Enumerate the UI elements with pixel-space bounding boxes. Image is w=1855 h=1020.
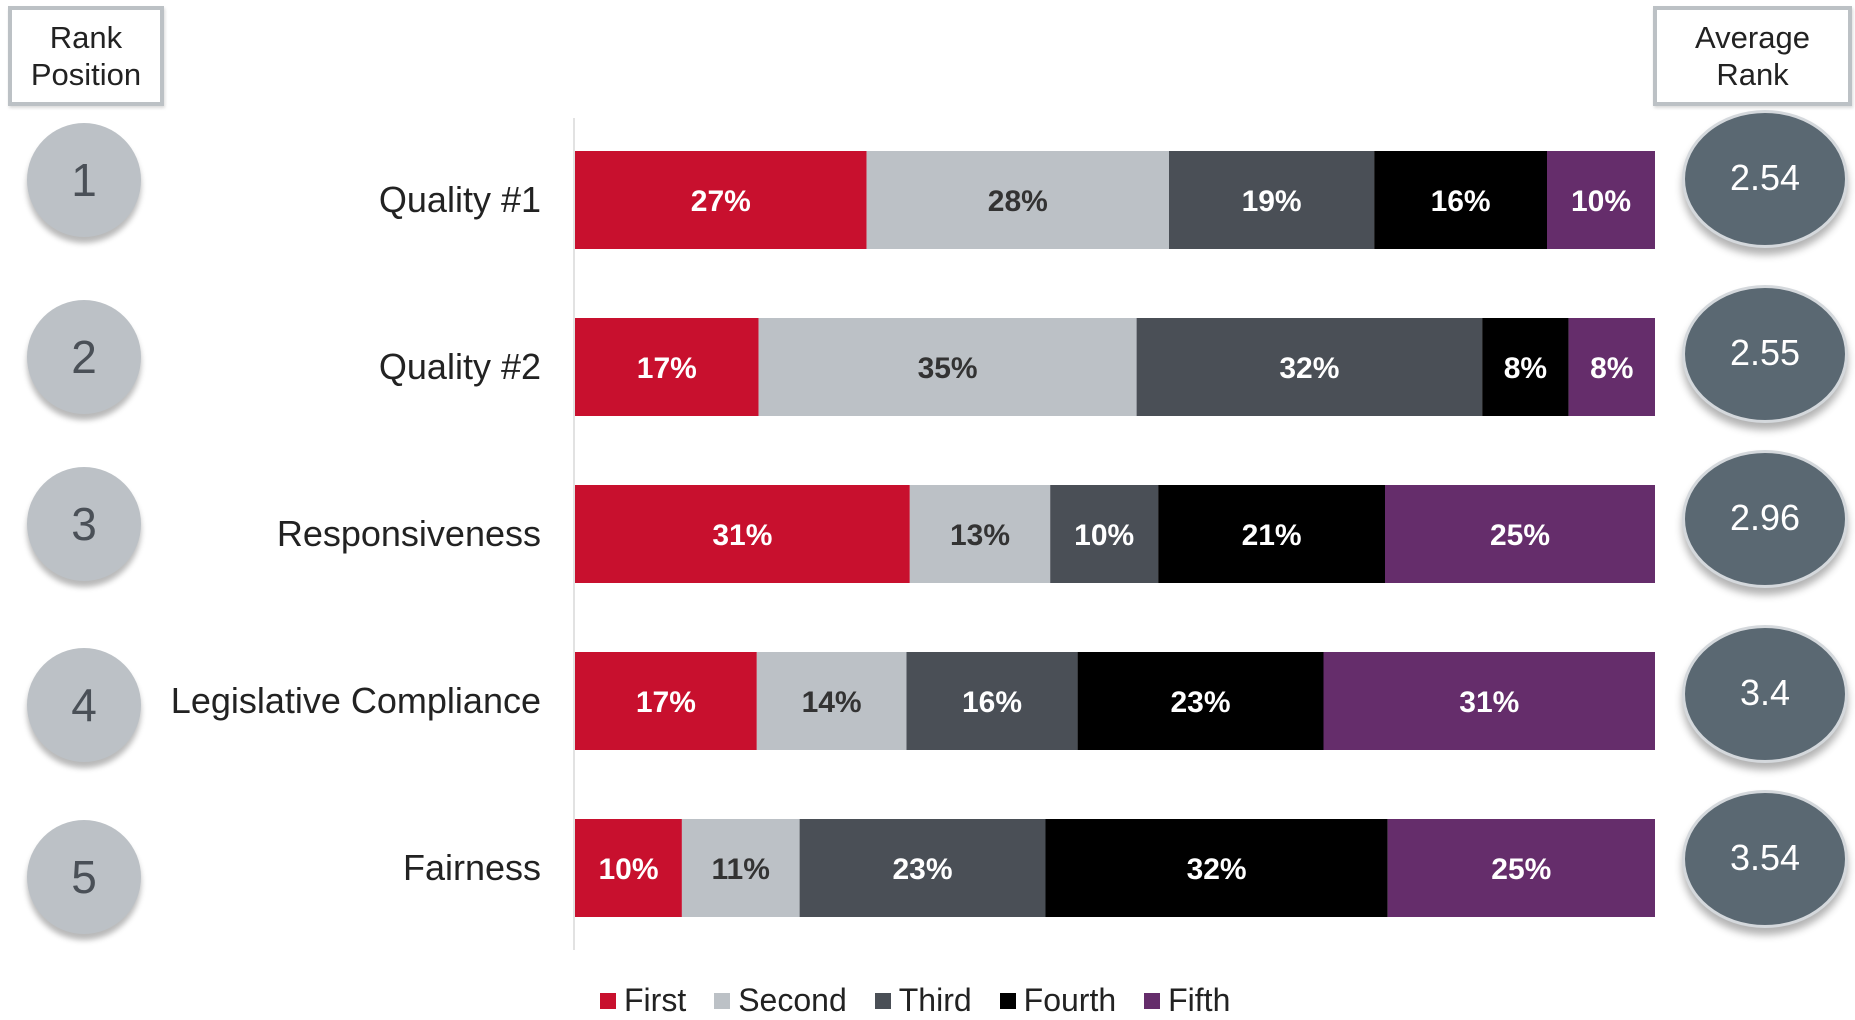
legend-item: First [600,982,686,1019]
bar-data-label: 21% [1242,519,1302,552]
bar-data-label: 23% [1170,686,1230,719]
bar-segment [1323,652,1655,750]
legend-label: First [624,982,687,1018]
bar-segment [866,151,1169,249]
category-label: Quality #1 [378,179,541,220]
rank-circle: 3 [27,467,141,581]
bar-data-label: 25% [1491,853,1551,886]
average-rank-value: 2.55 [1682,285,1848,423]
bar-data-label: 35% [918,352,978,385]
bar-segment [1077,652,1324,750]
bar-segment [1158,485,1385,583]
bar-data-label: 13% [950,519,1010,552]
rank-header-line2: Position [30,57,142,92]
bar-segment [756,652,907,750]
bar-segment [758,318,1137,416]
average-rank-header: Average Rank [1653,6,1852,106]
avg-header-line2: Rank [1716,57,1789,92]
bar-data-label: 8% [1590,352,1633,385]
bar-data-label: 16% [1431,185,1491,218]
bar-segment [575,151,867,249]
bar-data-label: 28% [988,185,1048,218]
rank-circle: 1 [27,123,141,237]
bar-data-label: 17% [637,352,697,385]
bar-segment [906,652,1078,750]
bar-segment [799,819,1046,917]
bar-segment [909,485,1051,583]
bar-segment [681,819,800,917]
average-rank-value: 2.54 [1682,110,1848,248]
bar-data-label: 8% [1504,352,1547,385]
category-label: Legislative Compliance [170,680,541,721]
average-rank-value: 2.96 [1682,450,1848,588]
rank-circle: 2 [27,300,141,414]
bar-segment [575,318,759,416]
bar-segment [1045,819,1388,917]
chart-legend: First Second Third Fourth Fifth [600,982,1258,1019]
bar-segment [1547,151,1655,249]
legend-item: Third [874,982,972,1019]
category-label: Responsiveness [276,513,541,554]
bar-data-label: 32% [1187,853,1247,886]
bar-segment [1385,485,1655,583]
bar-segment [1482,318,1569,416]
bar-data-label: 17% [636,686,696,719]
legend-label: Third [898,982,972,1018]
bar-data-label: 31% [1459,686,1519,719]
bar-segment [1050,485,1159,583]
legend-item: Fourth [999,982,1117,1019]
legend-label: Fifth [1168,982,1231,1018]
avg-header-line1: Average [1695,20,1810,55]
bar-data-label: 16% [962,686,1022,719]
bar-segment [1387,819,1655,917]
legend-label: Second [738,982,847,1018]
bar-data-label: 10% [1571,185,1631,218]
bar-data-label: 32% [1279,352,1339,385]
legend-swatch [714,992,731,1009]
legend-item: Fifth [1144,982,1230,1019]
bar-segment [575,485,910,583]
bar-data-label: 10% [1074,519,1134,552]
category-label: Fairness [402,847,541,888]
rank-position-header: Rank Position [8,6,164,106]
bar-data-label: 11% [712,853,770,886]
bar-data-label: 19% [1242,185,1302,218]
bar-data-label: 31% [712,519,772,552]
bar-data-label: 23% [892,853,952,886]
legend-label: Fourth [1023,982,1117,1018]
legend-swatch [999,992,1016,1009]
rank-header-line1: Rank [49,20,123,55]
bar-segment [1568,318,1655,416]
average-rank-value: 3.4 [1682,625,1848,763]
bar-data-label: 25% [1490,519,1550,552]
bar-data-label: 10% [598,853,658,886]
category-label: Quality #2 [378,346,541,387]
bar-segment [575,819,682,917]
rank-circle: 5 [27,820,141,934]
bar-segment [1374,151,1547,249]
legend-swatch [600,992,616,1009]
bar-data-label: 14% [802,686,862,719]
legend-item: Second [714,982,847,1019]
rank-circle: 4 [27,648,141,762]
bar-data-label: 27% [691,185,751,218]
legend-swatch [874,992,891,1009]
legend-swatch [1144,992,1161,1009]
bar-segment [575,652,757,750]
bar-segment [1136,318,1483,416]
bar-segment [1169,151,1375,249]
average-rank-value: 3.54 [1682,790,1848,928]
